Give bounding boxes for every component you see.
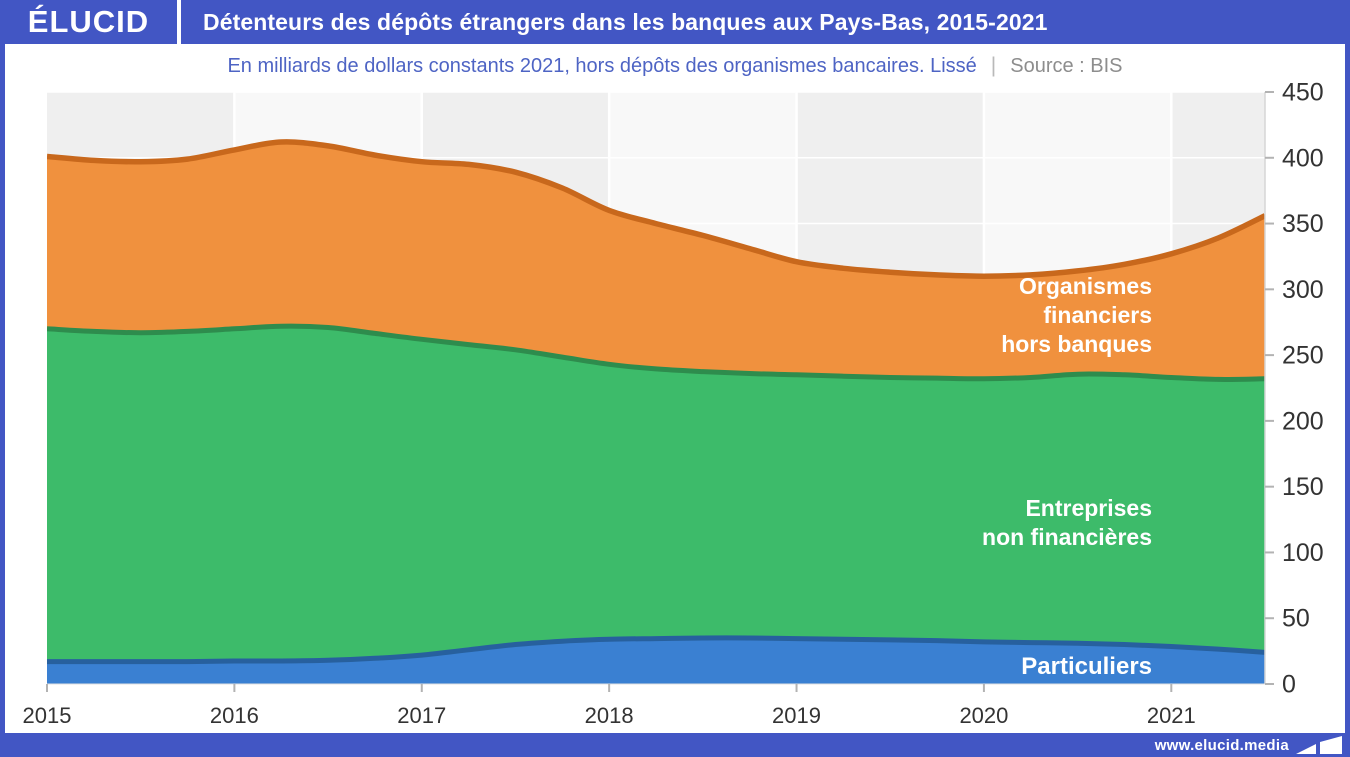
series-label-organismes: Organismes financiers hors banques (1001, 273, 1152, 357)
area-2 (47, 326, 1265, 684)
x-tick-label: 2019 (772, 703, 821, 728)
header-separator (177, 0, 181, 44)
axes: 0 50 100 150 200 250 300 350 400 450 2015 2016 2017 2… (23, 79, 1324, 729)
footer-bar: www.elucid.media (0, 733, 1350, 757)
subtitle-text: En milliards de dollars constants 2021, … (227, 54, 977, 77)
y-tick-label: 50 (1282, 605, 1310, 633)
area-1 (47, 637, 1265, 684)
y-tick-label: 350 (1282, 210, 1324, 238)
elucid-logo-mark (1296, 735, 1342, 754)
chart-title: Détenteurs des dépôts étrangers dans les… (181, 0, 1350, 44)
x-tick-label: 2017 (397, 703, 446, 728)
series-label-particuliers: Particuliers (1021, 653, 1152, 680)
y-tick-label: 0 (1282, 671, 1296, 699)
right-border (1345, 40, 1350, 757)
plot-area (47, 139, 1265, 684)
y-tick-label: 150 (1282, 473, 1324, 501)
y-tick-label: 450 (1282, 79, 1324, 107)
header-bar: ÉLUCID Détenteurs des dépôts étrangers d… (0, 0, 1350, 44)
subtitle-divider: | (990, 54, 997, 77)
source-text: Source : BIS (1010, 54, 1123, 77)
brand-logo: ÉLUCID (0, 0, 177, 44)
left-border (0, 40, 5, 757)
x-tick-label: 2018 (585, 703, 634, 728)
x-tick-label: 2015 (23, 703, 72, 728)
y-tick-label: 400 (1282, 144, 1324, 172)
x-tick-label: 2016 (210, 703, 259, 728)
boundary-line-2 (47, 323, 1265, 382)
footer-url: www.elucid.media (1154, 736, 1289, 754)
x-tick-label: 2020 (959, 703, 1008, 728)
boundary-line-1 (47, 635, 1265, 665)
series-label-entreprises: Entreprises non financières (982, 495, 1152, 550)
subtitle-bar: En milliards de dollars constants 2021, … (0, 50, 1350, 82)
y-tick-label: 250 (1282, 342, 1324, 370)
boundary-line-3 (47, 139, 1265, 279)
x-tick-label: 2021 (1147, 703, 1196, 728)
y-tick-label: 200 (1282, 407, 1324, 435)
y-tick-label: 300 (1282, 276, 1324, 304)
y-tick-label: 100 (1282, 539, 1324, 567)
